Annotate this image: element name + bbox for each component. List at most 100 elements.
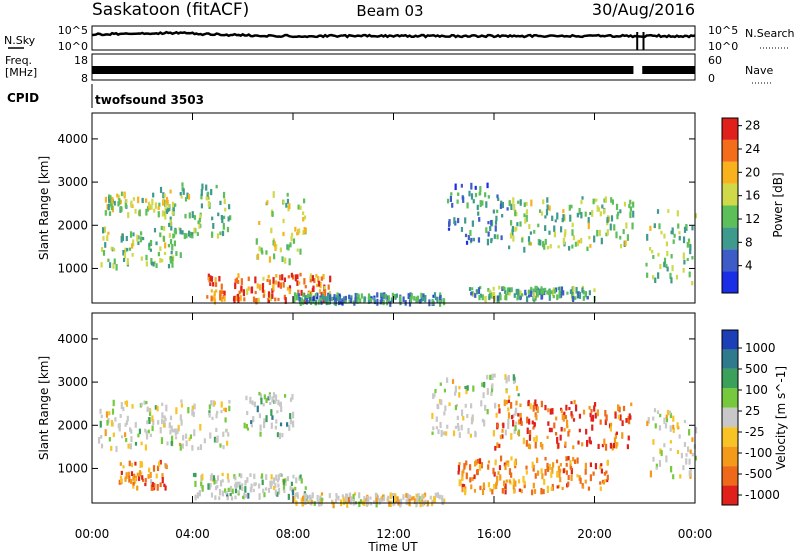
echo-cell xyxy=(352,494,355,501)
echo-cell xyxy=(168,422,171,427)
echo-cell xyxy=(317,280,321,287)
echo-cell xyxy=(420,295,423,302)
echo-cell xyxy=(533,437,536,442)
echo-cell xyxy=(275,274,278,278)
echo-cell xyxy=(399,295,402,303)
echo-cell xyxy=(179,191,182,196)
echo-cell xyxy=(130,436,133,443)
echo-cell xyxy=(241,483,244,487)
echo-cell xyxy=(464,403,467,408)
echo-cell xyxy=(200,193,203,200)
echo-cell xyxy=(311,492,314,499)
echo-cell xyxy=(155,473,158,479)
echo-cell xyxy=(142,236,145,241)
echo-cell xyxy=(376,495,379,500)
echo-cell xyxy=(295,477,298,484)
noise-right-label: N.Search xyxy=(745,27,795,40)
echo-cell xyxy=(274,425,278,430)
echo-cell xyxy=(212,222,215,229)
echo-cell xyxy=(156,465,160,472)
echo-cell xyxy=(173,240,177,247)
echo-cell xyxy=(363,296,367,302)
echo-cell xyxy=(651,249,654,254)
echo-cell xyxy=(283,394,287,398)
echo-cell xyxy=(334,297,337,302)
echo-cell xyxy=(120,191,124,197)
echo-cell xyxy=(173,428,176,433)
echo-cell xyxy=(632,201,635,208)
echo-cell xyxy=(477,211,480,216)
echo-cell xyxy=(472,199,475,204)
echo-cell xyxy=(356,293,360,298)
echo-cell xyxy=(215,289,218,293)
echo-cell xyxy=(557,286,560,291)
echo-cell xyxy=(596,205,599,212)
echo-cell xyxy=(258,493,261,500)
echo-cell xyxy=(540,487,543,495)
echo-cell xyxy=(145,208,148,216)
y-tick-label: 1000 xyxy=(57,261,88,275)
echo-cell xyxy=(482,392,485,399)
echo-cell xyxy=(210,492,214,498)
echo-cell xyxy=(533,291,536,299)
echo-cell xyxy=(174,436,178,440)
echo-cell xyxy=(363,496,366,504)
echo-cell xyxy=(240,473,243,479)
echo-cell xyxy=(439,382,442,386)
echo-cell xyxy=(691,437,694,442)
echo-cell xyxy=(489,292,492,299)
echo-cell xyxy=(591,424,594,431)
echo-cell xyxy=(335,495,338,499)
echo-cell xyxy=(206,192,209,199)
echo-cell xyxy=(218,275,221,282)
echo-cell xyxy=(207,200,210,207)
echo-cell xyxy=(100,414,103,419)
echo-cell xyxy=(565,404,568,411)
echo-cell xyxy=(606,459,610,466)
echo-cell xyxy=(268,256,272,263)
echo-cell xyxy=(261,287,265,293)
echo-cell xyxy=(108,411,111,416)
echo-cell xyxy=(213,290,216,296)
echo-cell xyxy=(221,490,225,497)
echo-cell xyxy=(424,294,427,300)
echo-cell xyxy=(589,474,592,482)
echo-cell xyxy=(290,232,294,237)
echo-cell xyxy=(124,247,127,253)
echo-cell xyxy=(560,409,563,414)
echo-cell xyxy=(201,485,204,492)
echo-cell xyxy=(669,425,672,432)
echo-cell xyxy=(213,401,216,406)
echo-cell xyxy=(282,231,285,237)
echo-cell xyxy=(468,190,471,197)
echo-cell xyxy=(571,229,574,236)
echo-cell xyxy=(461,476,464,481)
date-title: 30/Aug/2016 xyxy=(592,0,695,19)
echo-cell xyxy=(538,209,542,213)
echo-cell xyxy=(226,493,229,497)
echo-cell xyxy=(152,419,155,426)
echo-cell xyxy=(228,204,231,210)
echo-cell xyxy=(285,202,288,208)
echo-cell xyxy=(434,492,437,498)
echo-cell xyxy=(409,296,413,303)
echo-cell xyxy=(552,462,555,468)
echo-cell xyxy=(559,477,562,483)
echo-cell xyxy=(663,257,667,265)
echo-cell xyxy=(352,300,355,304)
echo-cell xyxy=(166,199,169,206)
echo-cell xyxy=(174,429,177,436)
echo-cell xyxy=(130,462,134,468)
echo-cell xyxy=(271,288,274,294)
echo-cell xyxy=(503,399,506,407)
echo-cell xyxy=(289,486,292,491)
echo-cell xyxy=(466,385,469,391)
echo-cell xyxy=(672,424,675,430)
echo-cell xyxy=(546,245,550,250)
echo-cell xyxy=(200,481,203,487)
echo-cell xyxy=(623,201,627,207)
echo-cell xyxy=(474,185,477,190)
echo-cell xyxy=(689,249,692,255)
